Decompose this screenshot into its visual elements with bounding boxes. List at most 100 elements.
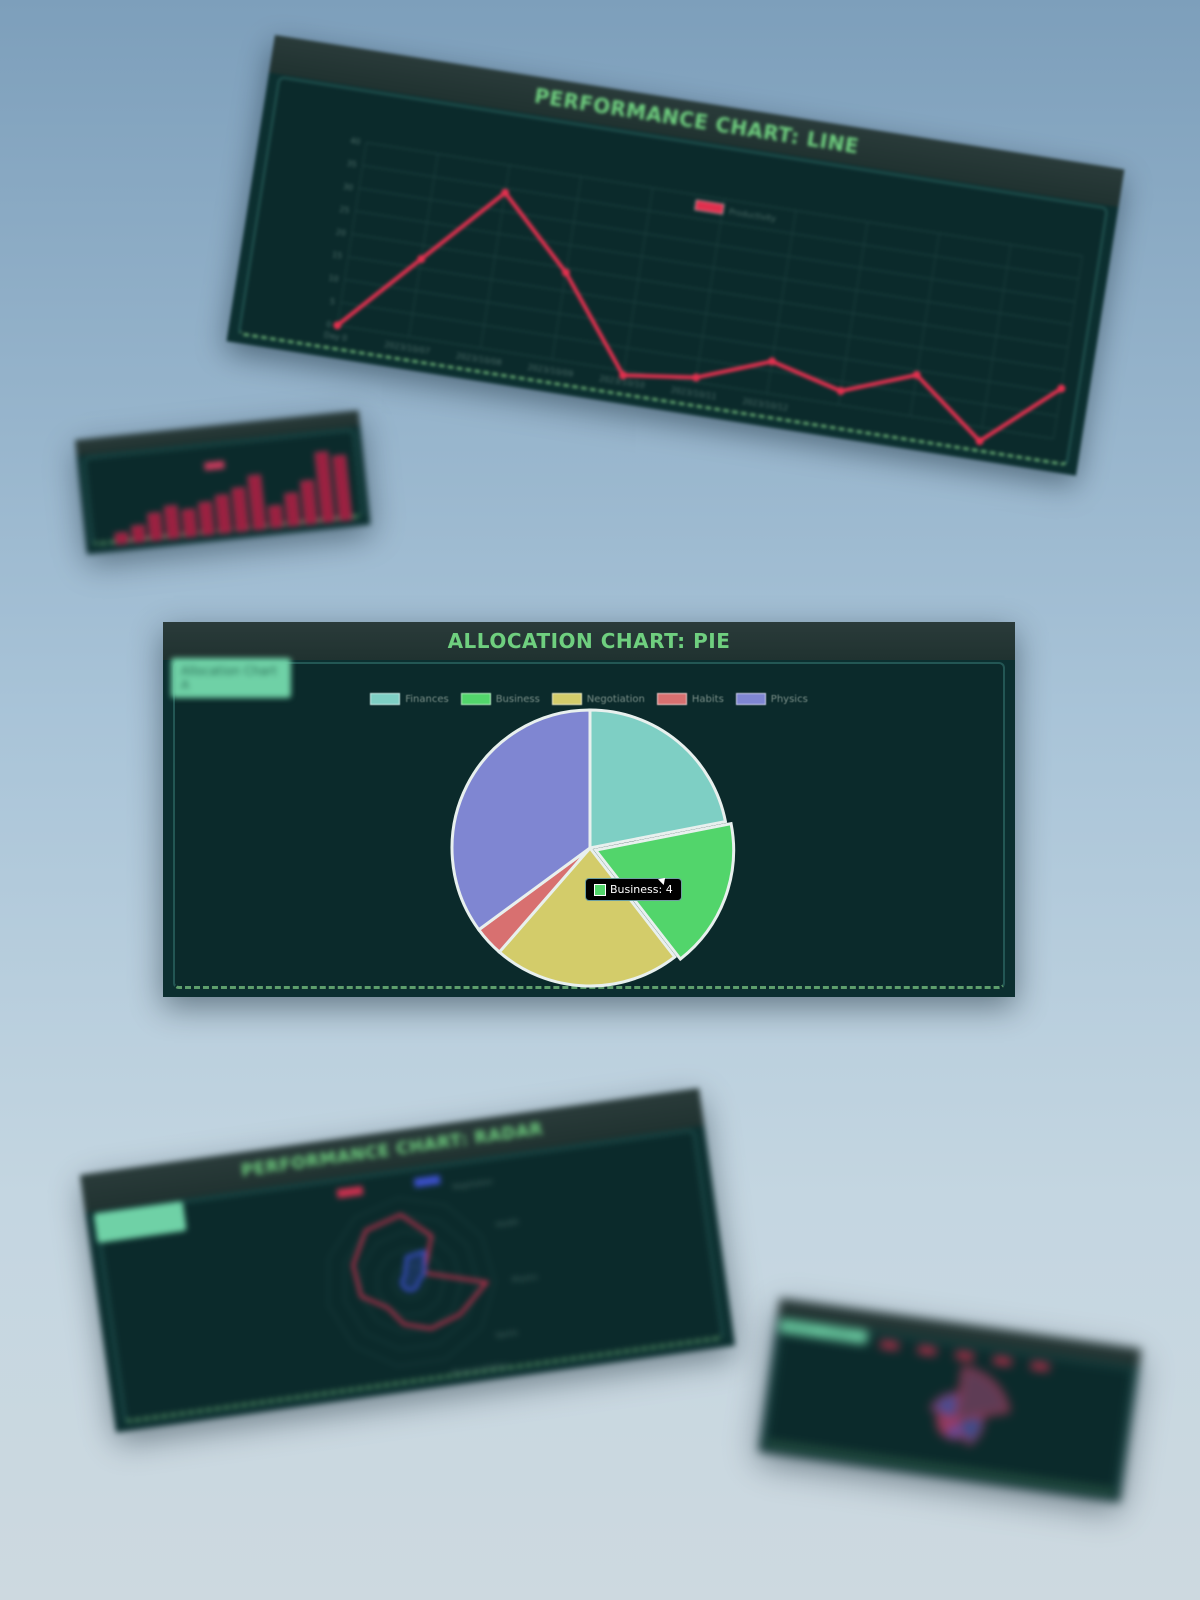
- y-tick-label: 5: [329, 297, 335, 307]
- x-tick-label: 2023/10/08: [455, 351, 502, 367]
- x-gridline: [336, 142, 367, 326]
- polar-chart-window: SELECT CHART A: [758, 1298, 1142, 1503]
- polar-chart-frame: [763, 1318, 1135, 1494]
- bar: [163, 504, 181, 540]
- radar-axis-label: Negotiation: [452, 1178, 493, 1192]
- pie-tooltip: Business: 4: [585, 878, 682, 901]
- legend-item[interactable]: Physics: [735, 693, 808, 705]
- line-point: [501, 188, 510, 197]
- bar: [300, 479, 318, 525]
- line-point: [975, 437, 984, 446]
- legend-label: Finances: [405, 693, 449, 705]
- legend-swatch: [551, 693, 582, 705]
- pie-slice-physics: [450, 708, 592, 932]
- polar-slice: [954, 1366, 1010, 1422]
- line-point: [912, 370, 921, 379]
- legend-swatch: [460, 693, 491, 705]
- x-tick-label: Day 0: [323, 330, 348, 343]
- legend-swatch: [1030, 1361, 1050, 1372]
- line-point: [619, 371, 628, 380]
- pie-chart[interactable]: [163, 622, 1015, 997]
- legend-swatch: [370, 693, 401, 705]
- line-point: [836, 387, 845, 396]
- bar: [268, 504, 284, 529]
- y-tick-label: 25: [339, 205, 350, 215]
- line-chart: 0 5 10 15 20 25 30 35 40 Day 0 2023/10/07 2023/10/0…: [323, 136, 1083, 446]
- legend-swatch: [955, 1351, 975, 1361]
- y-tick-label: 15: [331, 250, 342, 260]
- legend-swatch: [917, 1345, 937, 1356]
- x-gridline: [838, 221, 869, 405]
- polar-slice: [954, 1414, 984, 1446]
- legend-swatch: [735, 693, 766, 705]
- y-tick-label: 0: [326, 320, 332, 330]
- line-point: [692, 373, 701, 382]
- y-tick-label: 20: [335, 227, 346, 237]
- legend-item[interactable]: Negotiation: [551, 693, 645, 705]
- legend-swatch: [656, 693, 687, 705]
- line-point: [561, 268, 570, 277]
- radar-grid: [360, 1231, 462, 1334]
- x-gridline: [909, 233, 940, 417]
- legend-label: Business: [495, 693, 540, 705]
- x-tick-label: 2023/10/12: [742, 397, 789, 413]
- x-tick-label: 2023/10/11: [670, 385, 717, 401]
- performance-chart-window: PERFORMANCE CHART: LINE 0 5 10 15 20 25 30 35 40…: [226, 35, 1125, 476]
- radar-axis-label: Financial Politics: [451, 1361, 509, 1377]
- legend-item[interactable]: Finances: [370, 693, 449, 705]
- bar: [147, 512, 164, 542]
- bar: [231, 486, 250, 533]
- x-tick-label: 2023/10/09: [527, 363, 574, 379]
- bar: [332, 454, 353, 522]
- bar: [114, 531, 129, 545]
- legend-swatch: [204, 460, 225, 471]
- line-point: [333, 321, 342, 330]
- pie-slice-finances: [588, 708, 728, 850]
- legend-item[interactable]: Habits: [656, 693, 724, 705]
- bar-chart: [114, 451, 353, 545]
- bar: [284, 492, 301, 527]
- pie-legend: Finances Business Negotiation Habits Physics: [163, 690, 1015, 709]
- legend-swatch: [992, 1356, 1012, 1366]
- legend-label: Productivity: [728, 207, 777, 223]
- bar-chart-frame: [82, 428, 364, 546]
- legend-swatch: [336, 1185, 364, 1199]
- bar-chart-window: [75, 410, 371, 555]
- legend-item[interactable]: Business: [460, 693, 540, 705]
- allocation-chart-title: ALLOCATION CHART: PIE: [163, 622, 1015, 660]
- x-gridline: [623, 187, 654, 371]
- legend-label: Physics: [770, 693, 808, 705]
- radar-grid: [327, 1197, 496, 1367]
- x-gridline: [1052, 255, 1083, 439]
- allocation-chart-window: ALLOCATION CHART: PIE Allocation Chart A…: [163, 622, 1015, 997]
- y-tick-label: 35: [346, 159, 357, 169]
- tooltip-swatch: [594, 883, 606, 896]
- legend-swatch: [413, 1174, 441, 1188]
- x-gridline: [981, 244, 1012, 428]
- x-gridline: [551, 176, 582, 360]
- radar-axis-label: Health: [495, 1218, 519, 1229]
- bar: [198, 501, 215, 536]
- x-gridline: [408, 153, 439, 337]
- pie-slice-negotiation: [497, 845, 677, 988]
- line-point: [1057, 384, 1066, 393]
- legend-label: Habits: [691, 693, 724, 705]
- polar-chart: [880, 1340, 1050, 1446]
- legend-swatch: [880, 1340, 899, 1350]
- line-point: [768, 357, 777, 366]
- allocation-chart-select-button[interactable]: Allocation Chart A: [171, 658, 291, 698]
- performance-chart-frame: 0 5 10 15 20 25 30 35 40 Day 0 2023/10/07 2023/10/0…: [237, 76, 1109, 467]
- radar-grid: [376, 1247, 445, 1317]
- x-gridline: [694, 199, 725, 383]
- tooltip-text: Business: 4: [610, 883, 673, 896]
- bar: [214, 494, 233, 534]
- radar-chart-window: PERFORMANCE CHART: RADAR Negotiation Heal…: [80, 1088, 736, 1433]
- radar-series: [400, 1249, 426, 1293]
- bar: [247, 474, 267, 531]
- y-tick-label: 30: [342, 182, 353, 192]
- bar: [181, 508, 198, 538]
- radar-axis-label: Sports: [495, 1328, 519, 1339]
- y-tick-label: 40: [350, 136, 361, 146]
- polar-slice: [930, 1392, 961, 1423]
- legend-label: Negotiation: [586, 693, 645, 705]
